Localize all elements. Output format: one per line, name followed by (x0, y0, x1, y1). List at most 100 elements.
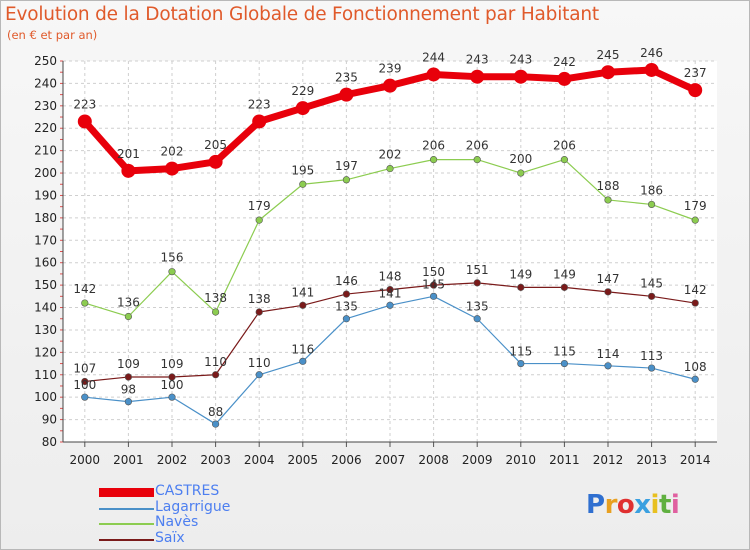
data-label-saix: 110 (204, 355, 227, 369)
data-point-saix (647, 292, 656, 300)
data-label-saix: 109 (161, 357, 184, 371)
data-point-castres (295, 101, 310, 116)
data-point-castres (557, 71, 572, 86)
x-tick-label: 2014 (680, 453, 711, 467)
x-tick-label: 2013 (636, 453, 667, 467)
data-point-saix (168, 373, 176, 381)
data-point-naves (255, 216, 263, 224)
data-point-naves (517, 169, 525, 177)
y-tick-label: 230 (34, 99, 57, 113)
y-tick-label: 200 (34, 166, 57, 180)
data-label-castres: 242 (553, 55, 576, 69)
data-label-castres: 229 (291, 84, 314, 98)
data-point-naves (386, 164, 394, 173)
legend-swatch-saix (99, 538, 154, 541)
data-label-castres: 202 (161, 145, 184, 159)
x-tick-label: 2002 (157, 453, 188, 467)
data-label-lagarrigue: 135 (466, 300, 489, 314)
x-tick-label: 2001 (113, 453, 144, 467)
data-label-saix: 149 (509, 267, 532, 281)
data-label-lagarrigue: 141 (379, 286, 402, 300)
data-label-lagarrigue: 115 (509, 345, 532, 359)
x-tick-label: 2007 (375, 453, 406, 467)
data-label-lagarrigue: 116 (291, 342, 314, 356)
y-tick-label: 120 (34, 345, 57, 359)
legend-swatch-castres (99, 488, 154, 497)
data-point-naves (691, 216, 699, 224)
y-tick-label: 160 (34, 256, 57, 270)
data-label-naves: 200 (509, 152, 532, 166)
y-tick-label: 220 (34, 121, 57, 135)
data-label-saix: 142 (684, 283, 707, 297)
data-point-naves (473, 156, 481, 164)
data-point-saix (604, 288, 612, 296)
data-label-lagarrigue: 88 (208, 405, 223, 419)
data-label-naves: 206 (422, 139, 445, 153)
data-label-naves: 142 (73, 282, 96, 296)
data-point-naves (604, 196, 612, 204)
data-point-castres (165, 161, 179, 176)
data-label-lagarrigue: 113 (640, 349, 663, 363)
data-point-naves (647, 200, 656, 209)
data-label-naves: 179 (248, 199, 271, 213)
data-label-saix: 149 (553, 267, 576, 281)
data-label-naves: 136 (117, 295, 140, 309)
data-point-lagarrigue (124, 398, 132, 406)
data-point-lagarrigue (168, 393, 176, 401)
data-label-naves: 179 (684, 199, 707, 213)
data-label-lagarrigue: 114 (597, 347, 620, 361)
data-point-naves (299, 180, 307, 188)
y-tick-label: 250 (34, 54, 57, 68)
y-tick-label: 90 (42, 413, 57, 427)
data-point-lagarrigue (299, 357, 307, 365)
data-label-lagarrigue: 110 (248, 356, 271, 370)
data-point-naves (560, 156, 569, 164)
y-tick-label: 180 (34, 211, 57, 225)
x-tick-label: 2000 (70, 453, 101, 467)
data-point-saix (342, 290, 351, 298)
data-label-saix: 146 (335, 274, 358, 288)
data-point-naves (168, 268, 176, 276)
data-point-saix (81, 377, 89, 386)
data-point-naves (124, 312, 132, 321)
data-point-castres (252, 114, 267, 129)
data-label-naves: 156 (161, 251, 184, 265)
x-tick-label: 2010 (506, 453, 537, 467)
y-tick-label: 240 (34, 76, 57, 90)
data-label-castres: 201 (117, 147, 140, 161)
data-point-lagarrigue (647, 364, 656, 372)
x-tick-label: 2006 (331, 453, 362, 467)
data-label-naves: 195 (291, 163, 314, 177)
x-tick-label: 2008 (418, 453, 449, 467)
y-tick-label: 100 (34, 390, 57, 404)
data-label-naves: 138 (204, 291, 227, 305)
data-point-saix (212, 371, 220, 379)
data-point-naves (81, 299, 89, 307)
data-label-saix: 145 (640, 276, 663, 290)
chart-subtitle: (en € et par an) (7, 28, 98, 42)
data-label-saix: 148 (379, 270, 402, 284)
data-point-saix (560, 283, 569, 291)
data-point-lagarrigue (473, 315, 481, 323)
data-point-naves (430, 156, 438, 164)
y-tick-label: 150 (34, 278, 57, 292)
data-point-castres (426, 67, 441, 82)
data-point-castres (121, 163, 136, 178)
data-point-saix (691, 299, 699, 307)
data-label-naves: 206 (553, 139, 576, 153)
data-label-saix: 141 (291, 285, 314, 299)
data-point-castres (513, 69, 528, 84)
data-point-saix (124, 373, 132, 381)
data-point-castres (688, 83, 703, 98)
data-point-saix (255, 308, 263, 316)
data-label-lagarrigue: 98 (121, 383, 136, 397)
data-label-castres: 223 (73, 98, 96, 112)
data-point-lagarrigue (342, 315, 351, 323)
data-label-saix: 138 (248, 292, 271, 306)
data-point-saix (386, 286, 394, 294)
legend-swatch-lagarrigue (99, 507, 154, 510)
data-label-naves: 188 (597, 179, 620, 193)
data-point-castres (644, 62, 659, 77)
